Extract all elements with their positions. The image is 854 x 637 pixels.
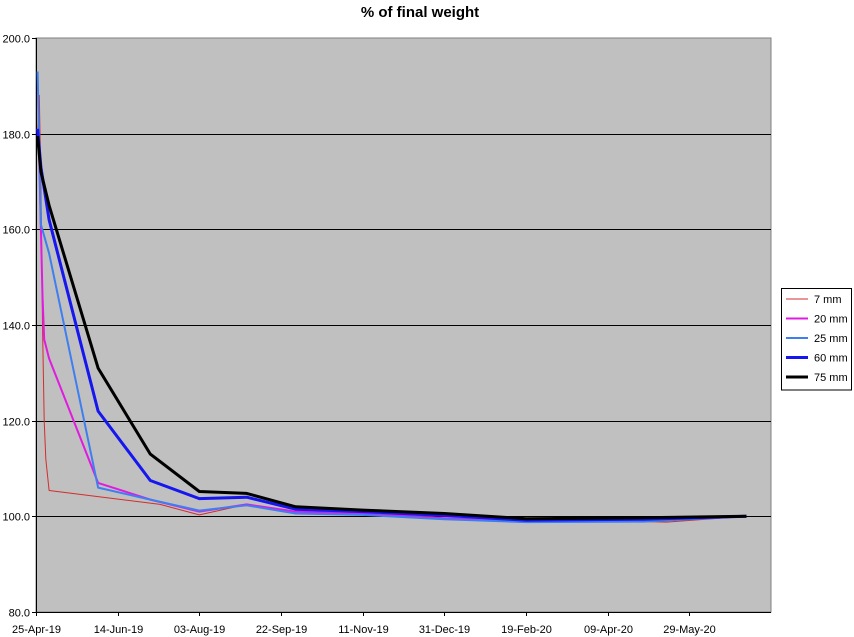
legend-label: 75 mm bbox=[814, 372, 848, 384]
legend-label: 20 mm bbox=[814, 314, 848, 326]
legend-label: 25 mm bbox=[814, 333, 848, 345]
y-tick-label: 120.0 bbox=[2, 417, 30, 429]
x-tick-label: 22-Sep-19 bbox=[256, 624, 307, 636]
x-tick-label: 31-Dec-19 bbox=[419, 624, 470, 636]
chart-title: % of final weight bbox=[361, 4, 479, 21]
x-tick-label: 29-May-20 bbox=[663, 624, 716, 636]
series-line-60-mm bbox=[36, 128, 747, 522]
y-tick-label: 140.0 bbox=[2, 321, 30, 333]
x-tick-label: 14-Jun-19 bbox=[94, 624, 144, 636]
legend-label: 7 mm bbox=[814, 294, 842, 306]
y-tick-label: 200.0 bbox=[2, 34, 30, 46]
legend: 7 mm 20 mm 25 mm 60 mm 75 mm bbox=[781, 288, 852, 391]
series-lines bbox=[36, 71, 747, 524]
legend-label: 60 mm bbox=[814, 353, 848, 365]
series-line-75-mm bbox=[36, 135, 747, 521]
series-line-25-mm bbox=[36, 71, 747, 524]
y-tick-label: 160.0 bbox=[2, 225, 30, 237]
x-tick-label: 11-Nov-19 bbox=[338, 624, 389, 636]
y-tick-label: 180.0 bbox=[2, 130, 30, 142]
axes: 80.0 100.0 120.0 140.0 160.0 180.0 200.0 25-Apr… bbox=[2, 34, 771, 636]
x-tick-label: 03-Aug-19 bbox=[174, 624, 225, 636]
x-tick-label: 19-Feb-20 bbox=[501, 624, 552, 636]
y-tick-label: 80.0 bbox=[9, 608, 30, 620]
x-tick-label: 25-Apr-19 bbox=[12, 624, 61, 636]
y-tick-label: 100.0 bbox=[2, 512, 30, 524]
legend-box bbox=[781, 288, 852, 391]
x-tick-label: 09-Apr-20 bbox=[584, 624, 633, 636]
